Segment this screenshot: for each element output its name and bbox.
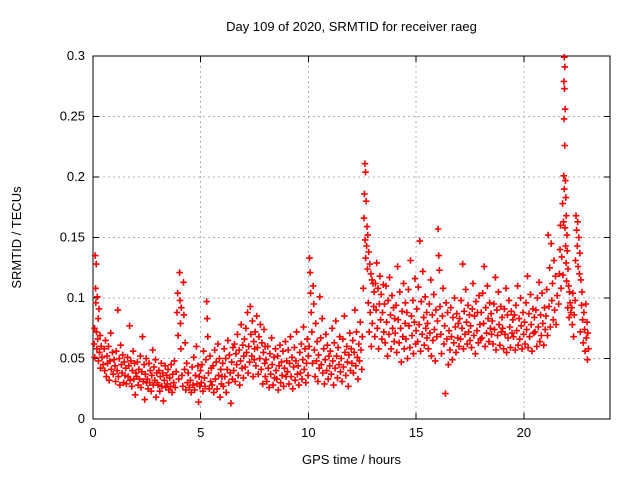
chart-title: Day 109 of 2020, SRMTID for receiver rae… [226,19,477,34]
y-tick-label: 0.2 [67,169,85,184]
tick-labels: 0 5 10 15 20 0 0.05 0.1 0.15 0.2 0.25 0.3 [60,48,531,440]
y-tick-label: 0.1 [67,290,85,305]
y-tick-label: 0.15 [60,230,85,245]
x-tick-label: 5 [197,425,204,440]
y-tick-label: 0.25 [60,109,85,124]
x-tick-label: 0 [89,425,96,440]
plot-border [92,55,611,420]
y-tick-label: 0 [78,411,85,426]
x-tick-label: 15 [409,425,423,440]
y-tick-label: 0.05 [60,351,85,366]
x-tick-label: 10 [301,425,315,440]
y-tick-label: 0.3 [67,48,85,63]
y-axis-label: SRMTID / TECUs [9,186,24,289]
x-axis-label: GPS time / hours [302,452,401,467]
x-tick-label: 20 [517,425,531,440]
scatter-points [90,53,592,407]
